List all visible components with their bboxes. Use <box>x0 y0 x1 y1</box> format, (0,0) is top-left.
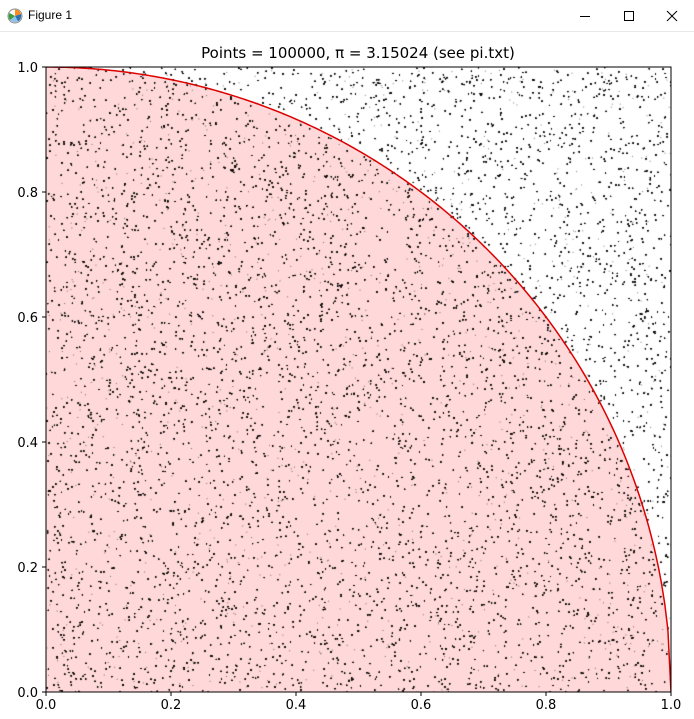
y-tick-label: 0.2 <box>17 561 38 576</box>
y-tick-label: 0.0 <box>17 686 38 701</box>
y-tick-label: 0.4 <box>17 436 38 451</box>
x-tick-label: 1.0 <box>661 698 682 713</box>
x-tick-label: 0.8 <box>536 698 557 713</box>
chart-title: Points = 100000, π = 3.15024 (see pi.txt… <box>201 44 515 62</box>
plot-axes: 0.0 0.2 0.4 0.6 0.8 1.0 0.0 0.2 0.4 0.6 0.8 1.0 <box>17 61 681 713</box>
y-tick-label: 0.8 <box>17 186 38 201</box>
window-title: Figure 1 <box>28 8 73 22</box>
y-tick-label: 1.0 <box>17 61 38 76</box>
axes-frame <box>45 66 672 693</box>
minimize-button[interactable] <box>562 0 608 31</box>
maximize-icon <box>624 10 634 21</box>
x-tick-label: 0.6 <box>411 698 432 713</box>
y-tick-label: 0.6 <box>17 311 38 326</box>
x-tick-label: 0.4 <box>286 698 307 713</box>
x-tick-label: 0.2 <box>161 698 182 713</box>
close-button[interactable] <box>650 0 694 31</box>
quarter-circle-line <box>46 67 671 692</box>
matplotlib-app-icon <box>7 8 23 24</box>
window-titlebar: Figure 1 <box>0 0 694 32</box>
x-tick-label: 0.0 <box>36 698 57 713</box>
close-icon <box>666 10 678 21</box>
figure-canvas: Points = 100000, π = 3.15024 (see pi.txt… <box>17 44 681 713</box>
minimize-icon <box>580 15 590 17</box>
scatter-points <box>46 67 671 692</box>
maximize-button[interactable] <box>606 0 652 31</box>
